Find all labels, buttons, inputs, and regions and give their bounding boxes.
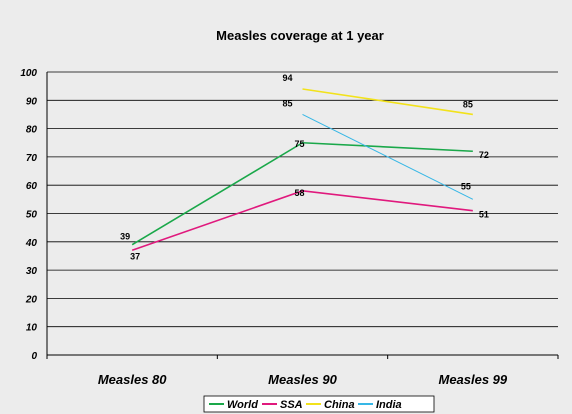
data-label-ssa: 37 bbox=[130, 251, 140, 261]
x-category-label: Measles 80 bbox=[98, 372, 167, 387]
y-tick-label: 0 bbox=[31, 351, 37, 362]
series-lines bbox=[131, 88, 474, 252]
series-line-india bbox=[302, 114, 474, 200]
y-tick-label: 80 bbox=[26, 125, 38, 136]
series-line-china bbox=[302, 88, 473, 116]
y-tick-label: 70 bbox=[26, 153, 38, 164]
y-tick-label: 20 bbox=[25, 294, 38, 305]
series-line-world bbox=[131, 141, 473, 246]
data-label-india: 55 bbox=[461, 181, 471, 191]
legend-label-china: China bbox=[324, 399, 355, 411]
data-label-world: 72 bbox=[479, 150, 489, 160]
gridlines bbox=[47, 71, 558, 328]
x-category-label: Measles 90 bbox=[268, 372, 337, 387]
y-tick-label: 60 bbox=[26, 181, 38, 192]
data-label-world: 75 bbox=[295, 139, 305, 149]
x-category-label: Measles 99 bbox=[438, 372, 507, 387]
data-label-ssa: 58 bbox=[295, 188, 305, 198]
y-tick-label: 10 bbox=[26, 323, 38, 334]
legend-label-india: India bbox=[376, 399, 402, 411]
data-label-ssa: 51 bbox=[479, 210, 489, 220]
legend-label-world: World bbox=[227, 399, 258, 411]
data-label-china: 94 bbox=[283, 73, 293, 83]
data-label-china: 85 bbox=[463, 99, 473, 109]
series-line-ssa bbox=[131, 190, 473, 252]
y-tick-label: 30 bbox=[26, 266, 38, 277]
data-label-india: 85 bbox=[283, 98, 293, 108]
chart-title: Measles coverage at 1 year bbox=[216, 28, 384, 43]
legend-label-ssa: SSA bbox=[280, 399, 303, 411]
y-tick-label: 100 bbox=[20, 68, 37, 79]
y-tick-label: 90 bbox=[26, 96, 38, 107]
y-tick-label: 50 bbox=[26, 210, 38, 221]
axes: 0 10 20 30 40 50 60 70 80 90 100 Measles 80 Measles … bbox=[20, 68, 559, 387]
data-label-world: 39 bbox=[120, 232, 130, 242]
y-tick-label: 40 bbox=[25, 238, 38, 249]
legend: World SSA China India bbox=[203, 395, 435, 413]
data-labels: 39 75 72 37 58 51 94 85 85 55 bbox=[120, 73, 489, 261]
